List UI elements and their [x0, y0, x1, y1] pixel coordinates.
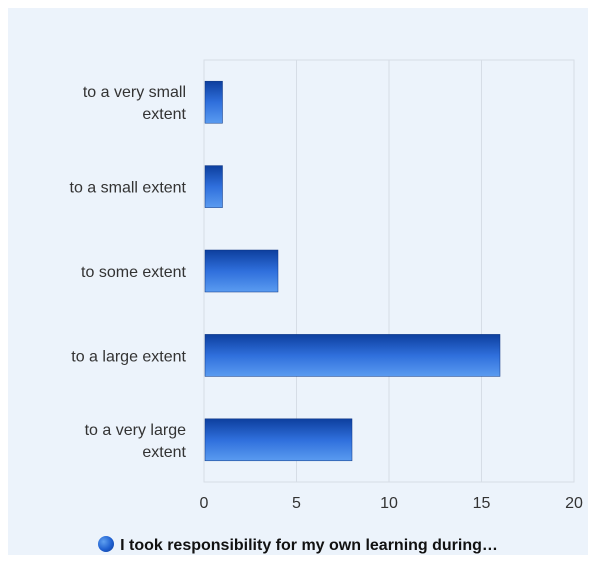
x-tick-label: 5 — [292, 495, 301, 512]
chart-background — [8, 8, 588, 555]
bar[interactable] — [204, 249, 279, 293]
category-label-line: to some extent — [81, 264, 187, 281]
x-tick-label: 20 — [565, 495, 583, 512]
category-label: to a small extent — [70, 180, 187, 197]
x-axis-tick-labels: 0 5 10 15 20 — [200, 495, 583, 512]
category-label-line: to a very small — [83, 84, 186, 101]
category-label-line: to a large extent — [71, 348, 186, 365]
x-tick-label: 10 — [380, 495, 398, 512]
bar[interactable] — [204, 334, 501, 377]
legend[interactable]: I took responsibility for my own learnin… — [0, 536, 596, 555]
x-tick-label: 0 — [200, 495, 209, 512]
legend-series-label: I took responsibility for my own learnin… — [120, 537, 498, 554]
category-label-line: extent — [142, 106, 186, 123]
category-label: to a very small extent — [83, 84, 187, 123]
legend-marker-icon — [98, 536, 115, 552]
category-label: to some extent — [81, 264, 187, 281]
category-label: to a large extent — [71, 348, 186, 365]
bar[interactable] — [204, 80, 223, 124]
bar[interactable] — [204, 418, 353, 462]
bar[interactable] — [204, 165, 223, 208]
category-label-line: extent — [142, 444, 186, 461]
category-labels: to a very small extent to a small extent to… — [70, 84, 187, 461]
category-label: to a very large extent — [85, 422, 187, 461]
category-label-line: to a small extent — [70, 180, 187, 197]
bar-layer — [204, 80, 501, 462]
x-tick-label: 15 — [473, 495, 491, 512]
category-label-line: to a very large — [85, 422, 186, 439]
grid-layer — [203, 59, 575, 483]
